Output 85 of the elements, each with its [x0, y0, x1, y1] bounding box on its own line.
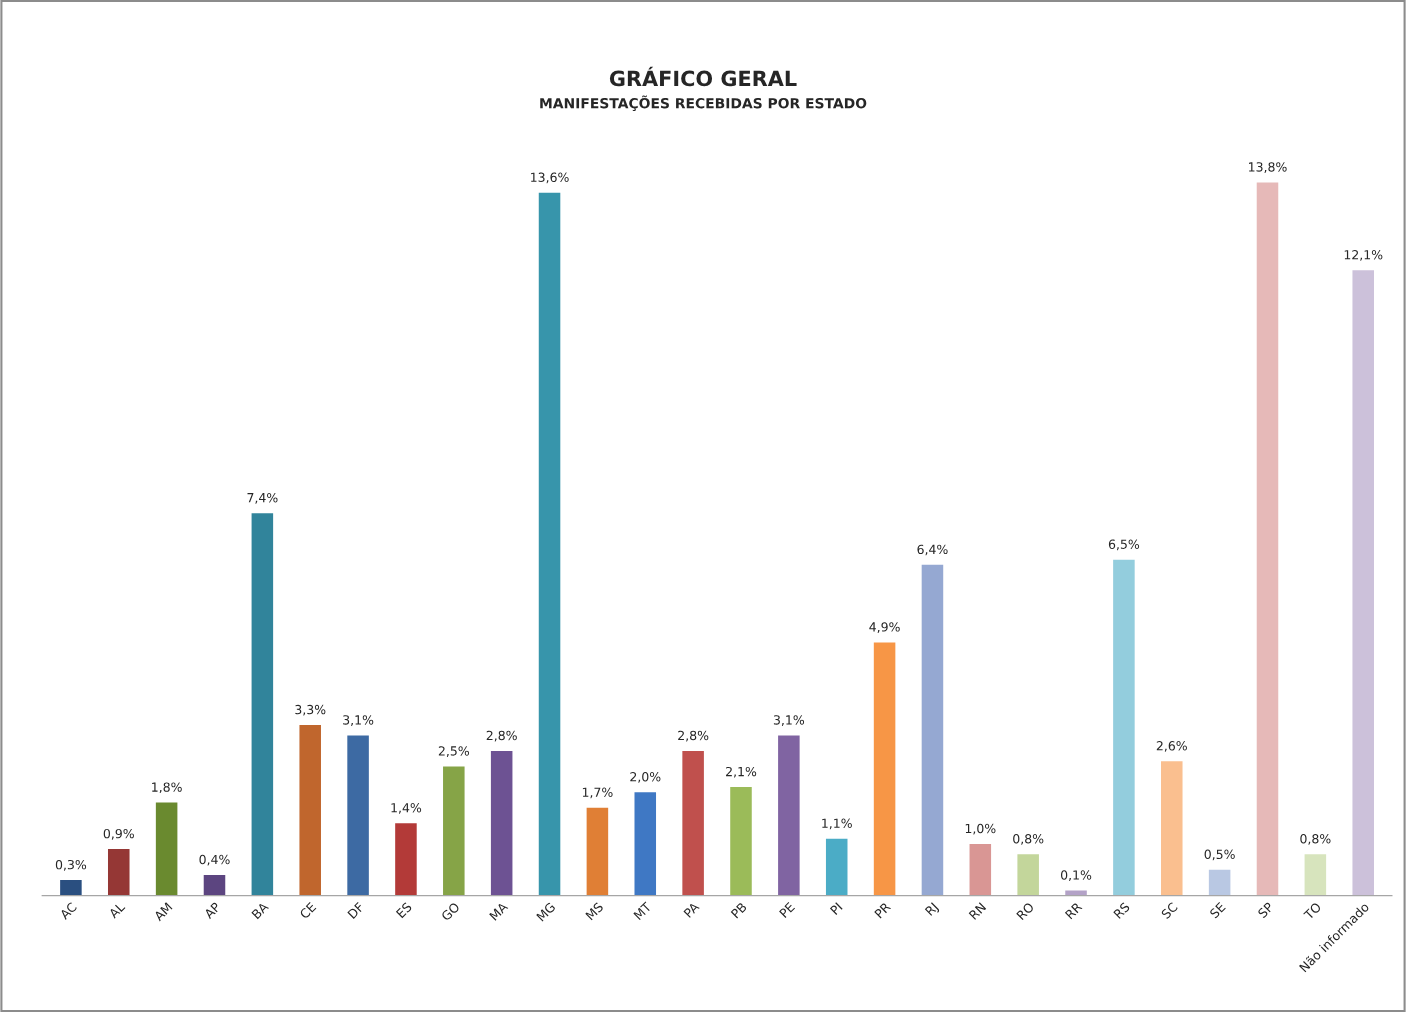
x-tick-label: RS — [1113, 901, 1131, 919]
x-tick-label: AC — [59, 901, 78, 921]
bar — [490, 750, 513, 896]
x-tick-label: PA — [683, 901, 700, 918]
x-tick-label: SP — [1257, 901, 1275, 919]
x-tick-label: PB — [730, 902, 748, 919]
x-tick-label: GO — [440, 901, 461, 922]
x-tick-label: SC — [1160, 901, 1179, 920]
x-tick-label: ES — [395, 901, 413, 919]
x-tick-label: RR — [1064, 901, 1083, 920]
data-label: 6,5% — [1108, 539, 1140, 551]
data-label: 1,8% — [152, 782, 182, 794]
bar — [921, 564, 944, 896]
chart-subtitle: MANIFESTAÇÕES RECEBIDAS POR ESTADO — [540, 95, 867, 111]
data-label: 6,4% — [917, 544, 948, 556]
data-label: 2,8% — [678, 730, 709, 742]
data-label: 7,4% — [247, 492, 278, 504]
data-label: 4,9% — [869, 622, 900, 633]
bar — [873, 642, 896, 896]
data-label: 13,8% — [1249, 162, 1287, 173]
data-label: 2,1% — [726, 766, 757, 778]
bar — [251, 513, 274, 896]
bar — [825, 838, 848, 896]
bar — [969, 843, 992, 896]
data-label: 0,8% — [1013, 834, 1044, 845]
data-label: 0,1% — [1060, 870, 1092, 881]
data-label: 2,6% — [1156, 741, 1187, 752]
x-tick-label: MS — [585, 901, 604, 921]
bar — [1113, 559, 1135, 896]
x-tick-label: MA — [489, 901, 509, 921]
bar — [1161, 761, 1183, 896]
x-tick-label: BA — [251, 901, 269, 920]
data-label: 0,8% — [1300, 834, 1331, 845]
data-label: 13,6% — [531, 172, 569, 184]
x-tick-label: SE — [1209, 901, 1226, 919]
data-label: 3,1% — [343, 715, 374, 726]
bar — [1208, 869, 1231, 896]
bar — [730, 787, 752, 896]
x-tick-label: RO — [1016, 901, 1035, 921]
chart-title: GRÁFICO GERAL — [609, 66, 797, 87]
x-tick-label: TO — [1303, 901, 1322, 921]
x-tick-label: DF — [347, 901, 365, 919]
bar — [60, 880, 82, 896]
bar — [1304, 854, 1327, 896]
x-tick-label: PI — [829, 902, 843, 915]
bar — [1256, 182, 1279, 896]
x-tick-label: CE — [299, 901, 317, 920]
bar — [395, 823, 417, 896]
bar — [299, 725, 321, 896]
bar — [347, 735, 369, 896]
x-tick-label: RN — [968, 902, 987, 920]
bar — [586, 807, 609, 896]
bar — [538, 192, 561, 896]
data-label: 1,1% — [822, 818, 852, 830]
bar — [203, 874, 226, 896]
data-label: 0,9% — [103, 828, 134, 840]
data-label: 1,0% — [965, 823, 996, 835]
x-tick-label: AM — [153, 902, 173, 922]
data-label: 0,3% — [55, 859, 87, 871]
bar — [107, 849, 130, 896]
data-label: 1,4% — [391, 803, 422, 814]
x-tick-label: PE — [779, 902, 796, 918]
data-label: 12,1% — [1344, 250, 1383, 261]
data-label: 2,0% — [630, 772, 661, 783]
x-tick-label: RJ — [924, 902, 941, 918]
bar — [1017, 854, 1039, 896]
bar — [1352, 270, 1374, 896]
bar — [155, 802, 178, 896]
x-tick-label: PR — [874, 901, 892, 919]
data-label: 3,1% — [773, 715, 805, 726]
bar — [443, 766, 465, 896]
data-label: 2,8% — [486, 730, 517, 742]
data-label: 2,5% — [438, 746, 469, 757]
data-label: 3,3% — [295, 704, 326, 716]
x-tick-label: AP — [203, 901, 221, 920]
data-label: 1,7% — [582, 787, 613, 799]
bar — [778, 735, 800, 896]
x-tick-label: MG — [536, 902, 556, 922]
bar — [1065, 890, 1087, 896]
data-label: 0,5% — [1204, 849, 1235, 861]
data-label: 0,4% — [199, 854, 230, 866]
x-tick-label: AL — [108, 901, 126, 919]
bar — [634, 792, 657, 896]
bar — [682, 750, 704, 896]
x-tick-label: MT — [633, 901, 653, 921]
